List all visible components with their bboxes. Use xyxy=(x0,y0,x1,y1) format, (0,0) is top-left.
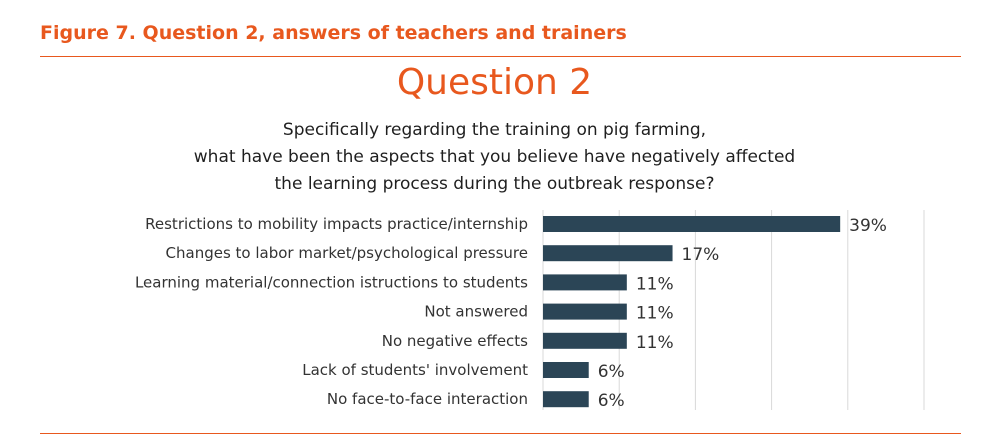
bar-4 xyxy=(543,332,627,349)
value-label: 39% xyxy=(849,216,887,236)
value-label: 11% xyxy=(636,333,674,353)
value-label: 11% xyxy=(636,274,674,294)
category-label: Lack of students' involvement xyxy=(302,361,528,379)
value-label: 6% xyxy=(598,391,625,411)
category-label: Changes to labor market/psychological pr… xyxy=(166,244,528,262)
subtitle-line-3: the learning process during the outbreak… xyxy=(274,174,715,194)
bar-2 xyxy=(543,274,627,291)
subtitle-line-1: Specifically regarding the training on p… xyxy=(282,120,707,140)
bar-1 xyxy=(543,245,673,262)
figure-caption: Figure 7. Question 2, answers of teacher… xyxy=(40,22,627,44)
category-label: Learning material/connection istructions… xyxy=(135,273,528,291)
chart-title: Question 2 xyxy=(396,62,593,103)
value-label: 17% xyxy=(682,245,720,265)
category-label: No face-to-face interaction xyxy=(327,390,528,408)
bar-3 xyxy=(543,303,627,320)
bar-6 xyxy=(543,391,589,408)
category-label: No negative effects xyxy=(382,332,528,350)
chart-subtitle: Specifically regarding the training on p… xyxy=(0,117,989,198)
bar-0 xyxy=(543,216,841,232)
value-label: 11% xyxy=(636,304,674,324)
value-label: 6% xyxy=(598,362,625,382)
category-label: Not answered xyxy=(424,303,528,321)
category-label: Restrictions to mobility impacts practic… xyxy=(145,215,528,233)
bar-5 xyxy=(543,362,589,378)
bottom-divider xyxy=(40,433,961,434)
subtitle-line-2: what have been the aspects that you beli… xyxy=(193,147,796,167)
top-divider xyxy=(40,56,961,57)
